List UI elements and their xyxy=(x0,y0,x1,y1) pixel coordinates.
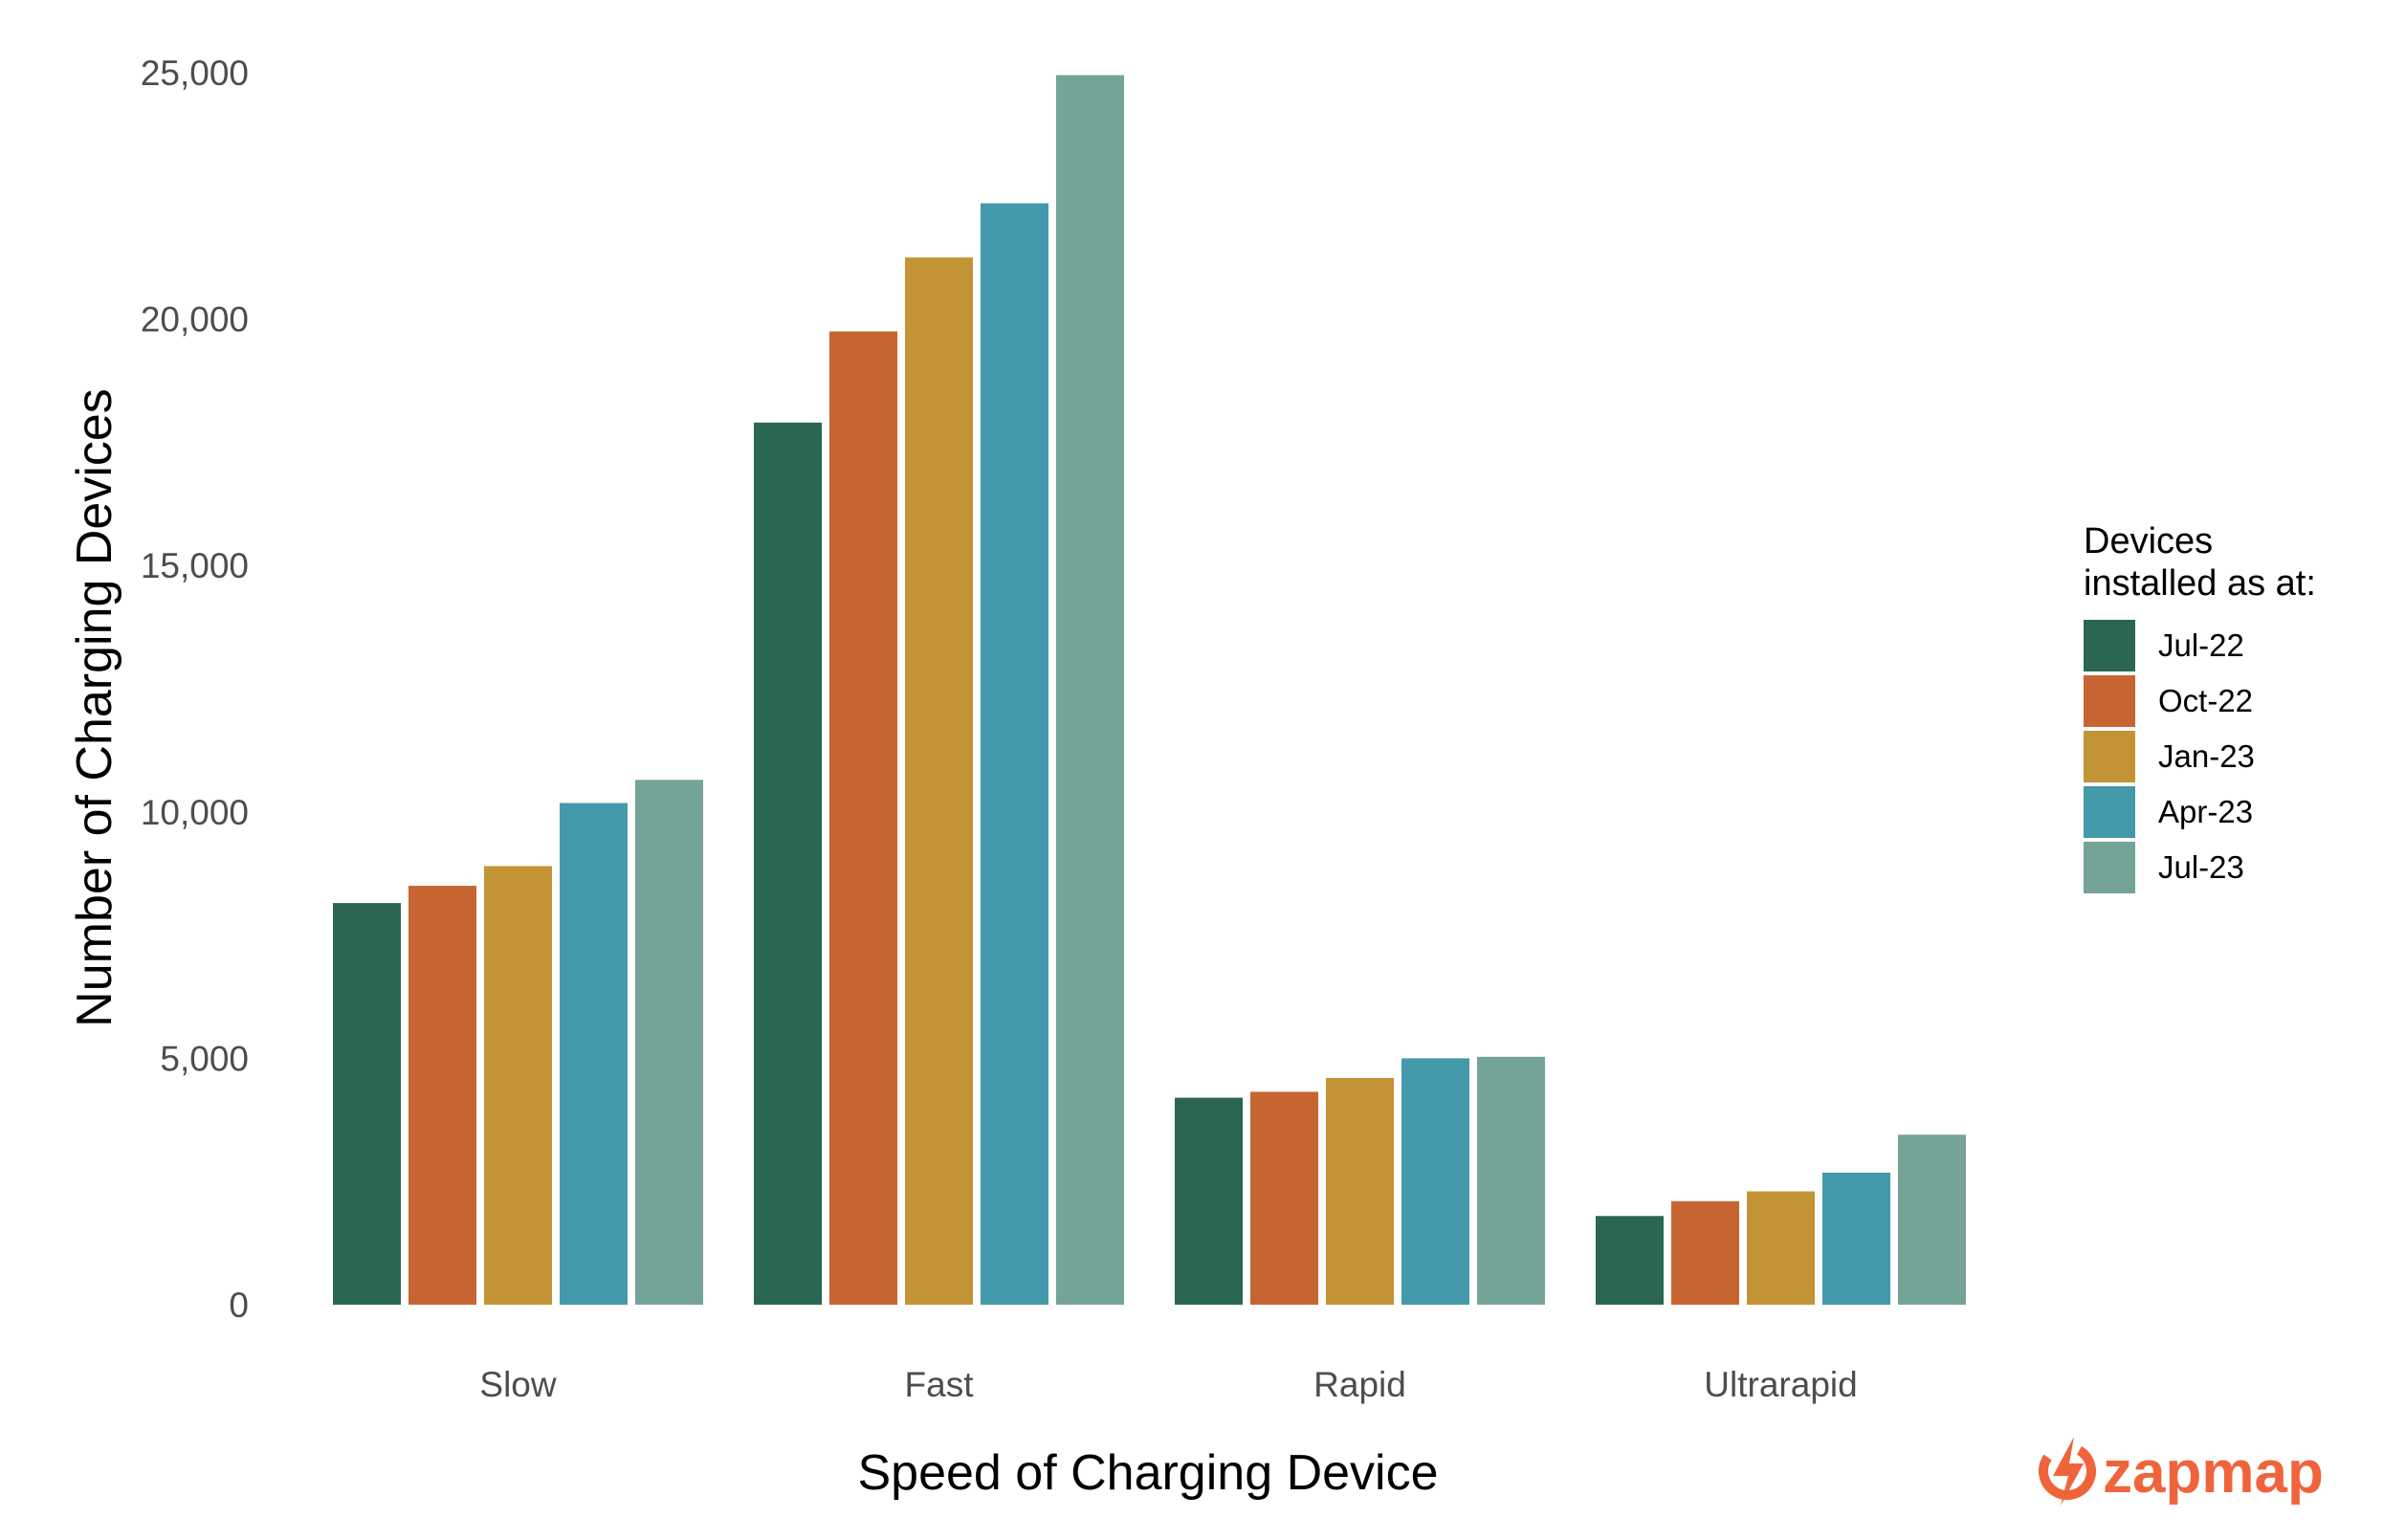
y-axis-ticks: 0 5,000 10,000 15,000 20,000 25,000 xyxy=(141,54,249,1325)
legend-label: Jul-23 xyxy=(2158,849,2244,885)
x-tick-label: Slow xyxy=(479,1365,556,1404)
y-tick-label: 20,000 xyxy=(141,300,249,340)
bar-fast-oct-22 xyxy=(829,331,897,1306)
legend-swatch xyxy=(2084,675,2135,727)
bar-rapid-jul-23 xyxy=(1477,1056,1545,1305)
x-axis-title: Speed of Charging Device xyxy=(857,1445,1438,1501)
bar-slow-oct-22 xyxy=(408,886,476,1305)
x-axis-ticks: Slow Fast Rapid Ultrarapid xyxy=(479,1365,1857,1404)
bar-ultrarapid-jul-23 xyxy=(1898,1134,1966,1305)
legend-items: Jul-22 Oct-22 Jan-23 Apr-23 Jul-23 xyxy=(2084,620,2255,893)
y-tick-label: 15,000 xyxy=(141,546,249,585)
x-tick-label: Rapid xyxy=(1313,1365,1406,1404)
legend-swatch xyxy=(2084,731,2135,782)
legend-label: Apr-23 xyxy=(2158,794,2253,829)
bar-rapid-jul-22 xyxy=(1175,1097,1243,1305)
bars-layer xyxy=(333,75,1966,1306)
bar-slow-jan-23 xyxy=(484,866,552,1305)
legend-label: Jan-23 xyxy=(2158,738,2255,774)
bar-fast-apr-23 xyxy=(981,203,1048,1306)
legend-title-line-2: installed as at: xyxy=(2084,563,2316,604)
legend-label: Jul-22 xyxy=(2158,627,2244,663)
lightning-bolt-icon xyxy=(2039,1437,2096,1506)
bar-fast-jan-23 xyxy=(905,257,973,1306)
bar-ultrarapid-oct-22 xyxy=(1671,1200,1739,1305)
zapmap-logo: zapmap xyxy=(2039,1437,2324,1506)
legend-swatch xyxy=(2084,620,2135,671)
y-tick-label: 0 xyxy=(229,1286,249,1325)
y-tick-label: 5,000 xyxy=(160,1039,249,1078)
legend-label: Oct-22 xyxy=(2158,683,2253,718)
y-tick-label: 10,000 xyxy=(141,793,249,832)
x-tick-label: Fast xyxy=(905,1365,975,1404)
bar-slow-jul-22 xyxy=(333,903,401,1305)
zapmap-wordmark: zapmap xyxy=(2103,1440,2324,1506)
x-tick-label: Ultrarapid xyxy=(1704,1365,1857,1404)
bar-fast-jul-22 xyxy=(754,422,822,1305)
bar-ultrarapid-jul-22 xyxy=(1596,1216,1664,1305)
bar-slow-jul-23 xyxy=(635,780,703,1305)
legend-swatch xyxy=(2084,842,2135,893)
y-axis-title: Number of Charging Devices xyxy=(67,388,122,1027)
legend: Devices installed as at: Jul-22 Oct-22 Jan… xyxy=(2084,521,2316,893)
bar-rapid-jan-23 xyxy=(1326,1078,1394,1305)
legend-swatch xyxy=(2084,786,2135,838)
bar-rapid-oct-22 xyxy=(1250,1091,1318,1305)
legend-title-line-1: Devices xyxy=(2084,521,2213,561)
y-tick-label: 25,000 xyxy=(141,54,249,93)
bar-rapid-apr-23 xyxy=(1401,1058,1469,1305)
bar-ultrarapid-jan-23 xyxy=(1747,1191,1815,1305)
bar-ultrarapid-apr-23 xyxy=(1822,1172,1890,1305)
bar-fast-jul-23 xyxy=(1056,75,1124,1305)
bar-slow-apr-23 xyxy=(560,803,628,1305)
